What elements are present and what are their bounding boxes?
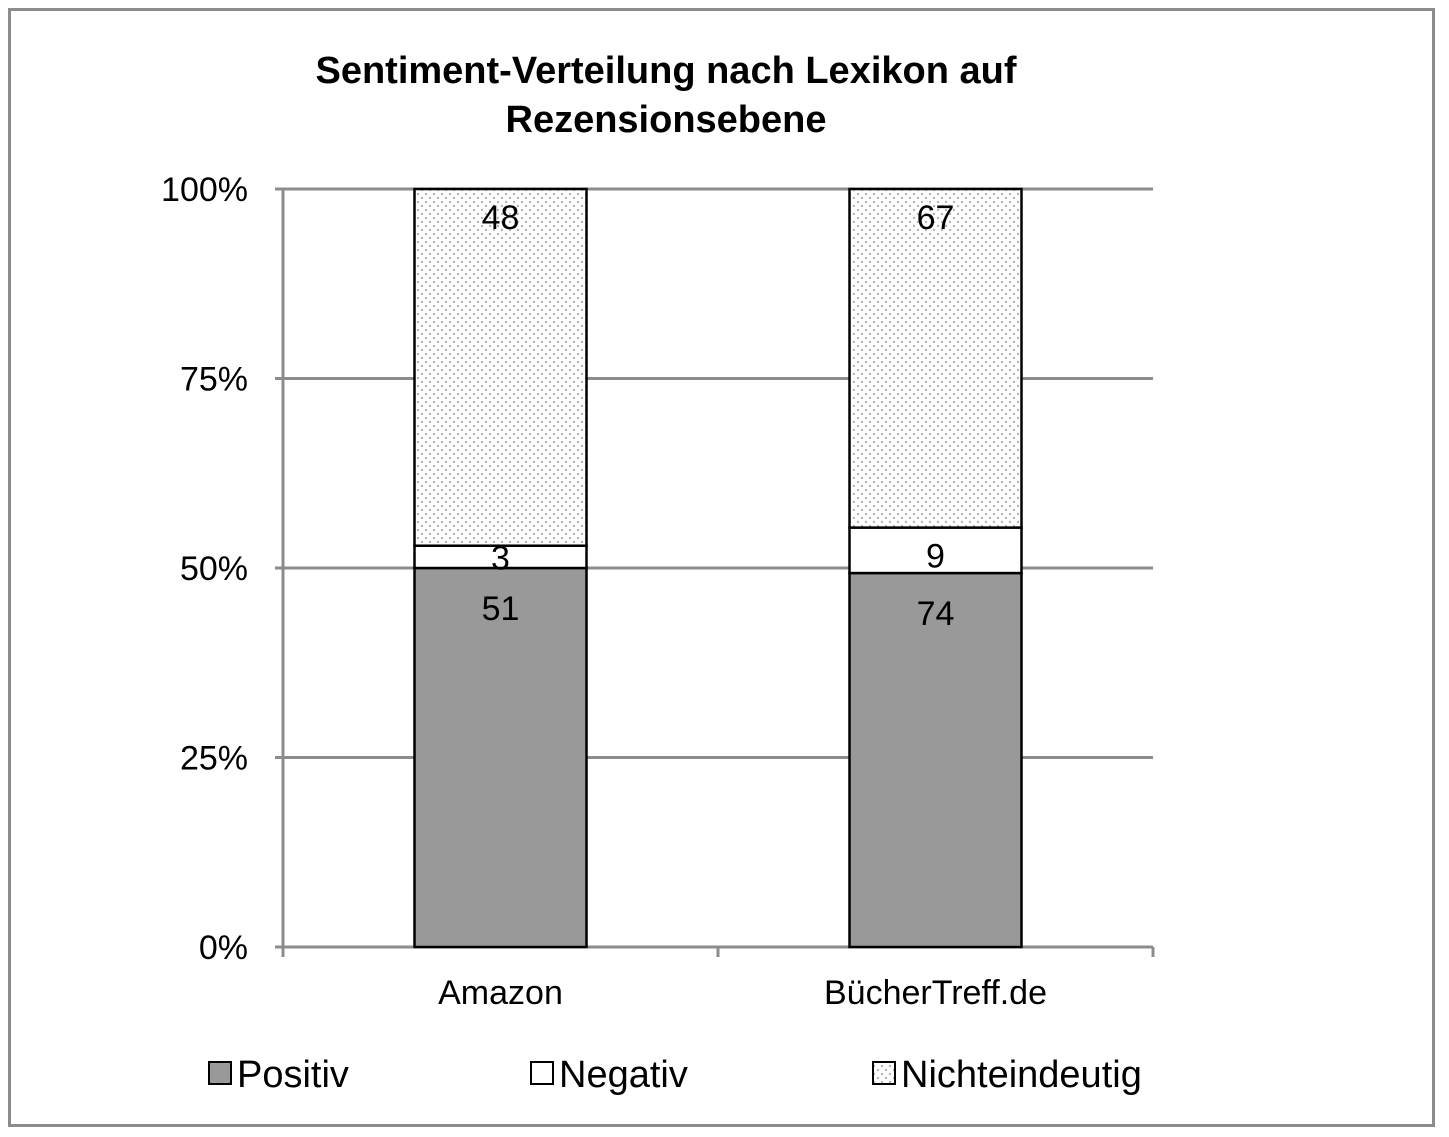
x-category-label: Amazon (438, 974, 563, 1012)
bar-positiv-0 (413, 566, 588, 949)
legend-swatch-positiv (208, 1061, 232, 1085)
data-labels: 51 3 48 74 9 67 (482, 199, 955, 633)
data-label: 48 (482, 199, 520, 237)
legend-swatch-nichteindeutig (872, 1061, 896, 1085)
chart-title-line-2: Rezensionsebene (506, 99, 827, 141)
y-tick-label: 0% (199, 929, 248, 967)
y-tick-label: 50% (180, 550, 248, 588)
data-label: 9 (926, 538, 945, 576)
bar-nichteindeutig-0 (413, 187, 588, 547)
y-tick-label: 25% (180, 740, 248, 778)
legend-label-negativ: Negativ (559, 1054, 688, 1096)
bars (413, 187, 1023, 949)
data-label: 74 (917, 595, 955, 633)
data-label: 3 (491, 540, 510, 578)
legend-label-positiv: Positiv (237, 1054, 349, 1096)
bar-negativ-1 (848, 526, 1023, 575)
bar-nichteindeutig-1 (848, 187, 1023, 529)
data-label: 51 (482, 590, 520, 628)
legend: Positiv Negativ Nichteindeutig (208, 1054, 1142, 1096)
x-category-label: BücherTreff.de (824, 974, 1047, 1012)
y-tick-label: 75% (180, 361, 248, 399)
data-label: 67 (917, 199, 955, 237)
legend-label-nichteindeutig: Nichteindeutig (901, 1054, 1142, 1096)
y-tick-label: 100% (161, 171, 248, 209)
chart-title-line-1: Sentiment-Verteilung nach Lexikon auf (315, 50, 1016, 92)
bar-positiv-1 (848, 571, 1023, 949)
legend-swatch-negativ (530, 1061, 554, 1085)
